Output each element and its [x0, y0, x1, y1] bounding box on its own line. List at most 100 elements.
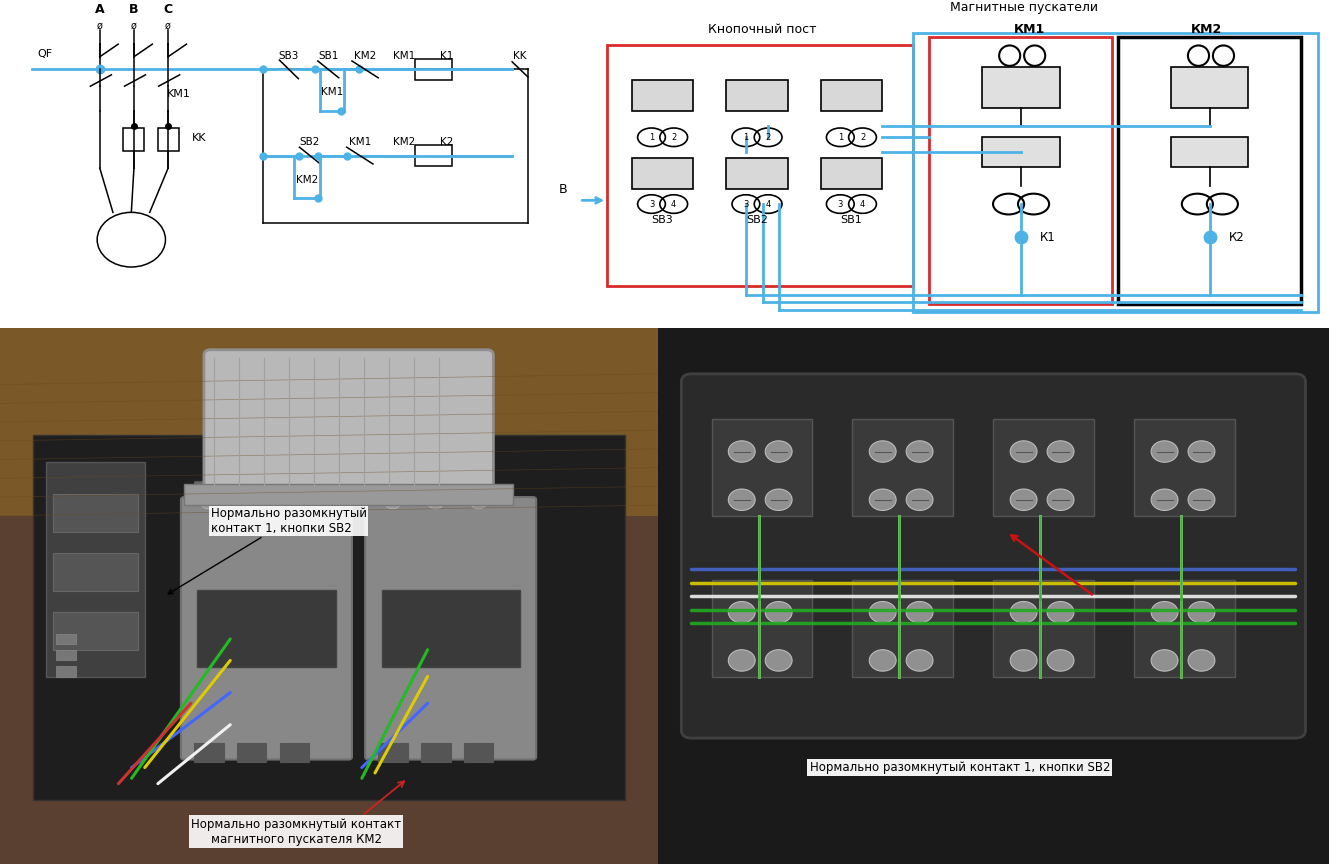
Text: KM2: KM2	[354, 51, 376, 60]
Circle shape	[869, 650, 896, 671]
Circle shape	[1188, 441, 1215, 462]
Bar	[197, 590, 335, 667]
FancyBboxPatch shape	[415, 59, 452, 79]
Bar	[421, 743, 451, 762]
Circle shape	[906, 441, 933, 462]
Bar	[194, 481, 223, 505]
Circle shape	[869, 441, 896, 462]
Bar	[464, 481, 493, 505]
Circle shape	[1047, 489, 1074, 511]
Circle shape	[1188, 489, 1215, 511]
Text: 2: 2	[671, 133, 676, 142]
Text: 1: 1	[743, 133, 748, 142]
FancyBboxPatch shape	[682, 374, 1305, 738]
Circle shape	[385, 496, 400, 509]
Bar	[633, 79, 694, 111]
Bar	[727, 157, 788, 189]
Text: 3: 3	[837, 200, 843, 208]
Circle shape	[470, 496, 486, 509]
Text: КМ2: КМ2	[1191, 23, 1223, 36]
Circle shape	[728, 601, 755, 623]
Text: Нормально разомкнутый контакт
магнитного пускателя КМ2: Нормально разомкнутый контакт магнитного…	[191, 818, 401, 846]
Text: 3: 3	[649, 200, 654, 208]
Text: В: В	[558, 183, 567, 196]
Circle shape	[1151, 601, 1177, 623]
Bar	[53, 613, 138, 650]
Text: KM1: KM1	[348, 137, 371, 147]
Text: 1: 1	[649, 133, 654, 142]
Bar	[279, 743, 310, 762]
Text: SB1: SB1	[840, 214, 863, 225]
FancyBboxPatch shape	[158, 128, 178, 151]
Text: SB1: SB1	[318, 51, 339, 60]
Bar	[982, 137, 1059, 167]
Circle shape	[906, 650, 933, 671]
Bar	[33, 435, 625, 800]
Circle shape	[906, 601, 933, 623]
Text: K2: K2	[440, 137, 453, 147]
Text: KM2: KM2	[296, 175, 319, 185]
Circle shape	[243, 496, 259, 509]
Bar	[852, 419, 953, 516]
Text: B: B	[129, 3, 138, 16]
Circle shape	[1151, 650, 1177, 671]
Bar	[53, 553, 138, 591]
Bar	[421, 481, 451, 505]
Bar	[56, 666, 76, 677]
Bar	[727, 79, 788, 111]
Circle shape	[869, 489, 896, 511]
Bar	[711, 419, 812, 516]
Bar	[464, 743, 493, 762]
Text: 4: 4	[766, 200, 771, 208]
Bar	[1135, 419, 1235, 516]
Circle shape	[428, 496, 444, 509]
Circle shape	[766, 601, 792, 623]
Text: KK: KK	[513, 51, 526, 60]
Circle shape	[766, 650, 792, 671]
Text: К2: К2	[1229, 231, 1245, 244]
Bar	[1171, 67, 1248, 108]
Bar	[237, 481, 266, 505]
Text: КМ1: КМ1	[1014, 23, 1045, 36]
Bar	[381, 590, 520, 667]
FancyBboxPatch shape	[181, 497, 352, 759]
Text: KM1: KM1	[322, 86, 343, 97]
Text: 4: 4	[860, 200, 865, 208]
Text: Кнопочный пост: Кнопочный пост	[708, 23, 817, 36]
Text: C: C	[163, 3, 173, 16]
Text: Нормально разомкнутый
контакт 1, кнопки SB2: Нормально разомкнутый контакт 1, кнопки …	[169, 507, 367, 594]
Circle shape	[869, 601, 896, 623]
Bar	[929, 37, 1112, 304]
Text: QF: QF	[37, 48, 52, 59]
Bar	[56, 650, 76, 660]
Circle shape	[728, 650, 755, 671]
Bar	[237, 743, 266, 762]
FancyBboxPatch shape	[203, 350, 493, 494]
Text: ø: ø	[97, 21, 102, 30]
Text: SB2: SB2	[746, 214, 768, 225]
Bar	[821, 157, 882, 189]
Text: 1: 1	[837, 133, 843, 142]
Circle shape	[1010, 441, 1037, 462]
Bar	[379, 481, 408, 505]
Circle shape	[1188, 601, 1215, 623]
Text: SB3: SB3	[279, 51, 299, 60]
Circle shape	[728, 441, 755, 462]
Bar	[1118, 37, 1301, 304]
Circle shape	[728, 489, 755, 511]
FancyBboxPatch shape	[124, 128, 145, 151]
Text: Нормально разомкнутый контакт 1, кнопки SB2: Нормально разомкнутый контакт 1, кнопки …	[809, 761, 1110, 774]
Text: SB2: SB2	[300, 137, 320, 147]
Circle shape	[906, 489, 933, 511]
Text: 2: 2	[766, 133, 771, 142]
Circle shape	[1010, 601, 1037, 623]
Circle shape	[1151, 441, 1177, 462]
Circle shape	[1047, 650, 1074, 671]
Text: 2: 2	[860, 133, 865, 142]
Text: ø: ø	[165, 21, 171, 30]
Text: A: A	[94, 3, 105, 16]
Text: ø: ø	[132, 21, 137, 30]
Bar	[607, 45, 913, 286]
Bar	[982, 67, 1059, 108]
Circle shape	[1188, 650, 1215, 671]
